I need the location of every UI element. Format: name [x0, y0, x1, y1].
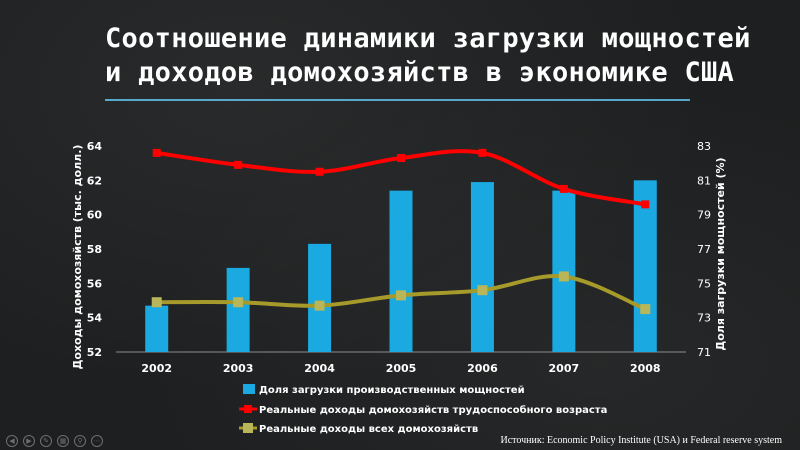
capacity-bar — [389, 190, 413, 352]
all-households-income-point — [640, 304, 651, 315]
y-right-tick-label: 73 — [697, 312, 711, 325]
prev-slide-icon[interactable]: ◀ — [6, 435, 18, 447]
y-left-tick-label: 52 — [87, 346, 102, 359]
working-age-income-point — [315, 167, 324, 176]
zoom-icon[interactable]: ⚲ — [74, 435, 86, 447]
y-right-tick-label: 71 — [697, 346, 711, 359]
all-households-income-point — [477, 285, 488, 296]
source-note: Источник: Economic Policy Institute (USA… — [500, 435, 782, 446]
all-households-income-point — [233, 297, 244, 308]
x-tick-label: 2005 — [386, 362, 417, 375]
legend-label-bar: Доля загрузки производственных мощностей — [259, 385, 525, 396]
capacity-bar — [308, 243, 332, 352]
legend-label-working-age: Реальные доходы домохозяйств трудоспособ… — [259, 404, 607, 416]
working-age-income-point — [641, 200, 650, 209]
capacity-bar — [226, 267, 250, 352]
y-right-axis-title: Доля загрузки мощностей (%) — [714, 157, 727, 350]
x-tick-label: 2008 — [630, 362, 661, 375]
y-right-tick-label: 79 — [697, 209, 711, 222]
legend-swatch-bar — [243, 384, 255, 394]
y-right-tick-label: 77 — [697, 243, 711, 256]
y-right-tick-label: 75 — [697, 277, 711, 290]
x-tick-label: 2002 — [141, 362, 172, 375]
slides-grid-icon[interactable]: ▦ — [57, 435, 69, 447]
slideshow-nav[interactable]: ◀ ▶ ✎ ▦ ⚲ ⋯ — [6, 435, 103, 447]
title-divider — [105, 99, 690, 101]
y-right-tick-label: 83 — [697, 140, 711, 153]
y-left-tick-label: 58 — [87, 243, 102, 256]
capacity-bar — [470, 182, 494, 352]
working-age-income-point — [397, 154, 405, 163]
next-slide-icon[interactable]: ▶ — [23, 435, 35, 447]
x-tick-label: 2003 — [223, 362, 254, 375]
x-tick-label: 2007 — [549, 362, 580, 375]
legend-swatch-all-households-marker — [243, 423, 253, 433]
capacity-bar — [552, 190, 576, 352]
y-left-tick-label: 62 — [87, 174, 102, 187]
capacity-bar — [145, 305, 169, 352]
y-left-tick-label: 64 — [87, 140, 103, 153]
y-right-tick-label: 81 — [697, 174, 711, 187]
working-age-income-point — [152, 148, 161, 157]
x-tick-label: 2006 — [467, 362, 498, 375]
x-tick-label: 2004 — [304, 362, 335, 375]
all-households-income-point — [314, 300, 325, 311]
all-households-income-point — [151, 297, 162, 308]
working-age-income-point — [478, 148, 487, 157]
all-households-income-point — [396, 290, 406, 301]
working-age-income-point — [559, 184, 568, 193]
y-left-tick-label: 56 — [87, 277, 103, 290]
working-age-income-point — [234, 160, 243, 169]
capacity-bar — [633, 180, 657, 352]
more-options-icon[interactable]: ⋯ — [91, 435, 103, 447]
slide-title-line-1: Соотношение динамики загрузки мощностей — [105, 23, 751, 54]
legend-label-all-households: Реальные доходы всех домохозяйств — [259, 424, 478, 435]
y-left-tick-label: 60 — [87, 209, 103, 222]
slide-title: Соотношение динамики загрузки мощностей … — [105, 22, 751, 90]
slide-title-line-2: и доходов домохозяйств в экономике США — [105, 57, 735, 88]
y-left-axis-title: Доходы домохозяйств (тыс. долл.) — [71, 145, 84, 370]
all-households-income-point — [558, 271, 569, 282]
pen-icon[interactable]: ✎ — [40, 435, 52, 447]
y-left-tick-label: 54 — [87, 312, 103, 325]
legend-swatch-working-age-marker — [244, 405, 252, 413]
